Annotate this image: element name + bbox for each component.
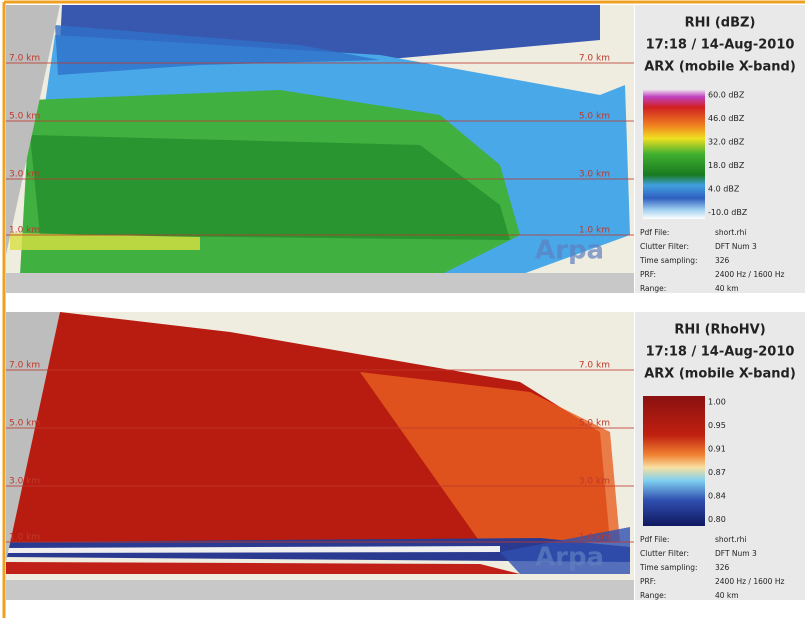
info-label: PRF: [640, 270, 656, 279]
info-value: 40 km [715, 591, 739, 600]
info-label: Time sampling: [639, 563, 698, 572]
info-value: 2400 Hz / 1600 Hz [715, 270, 784, 279]
color-bar [643, 396, 705, 526]
info-label: Range: [640, 284, 666, 293]
height-label-left: 1.0 km [9, 533, 40, 543]
height-label-right: 7.0 km [579, 361, 610, 371]
height-label-left: 5.0 km [9, 419, 40, 429]
height-label-right: 1.0 km [579, 533, 610, 543]
echo-yellow [10, 233, 200, 250]
info-label: Clutter Filter: [640, 549, 689, 558]
info-label: Pdf File: [640, 228, 669, 237]
legend-label: 4.0 dBZ [708, 185, 740, 194]
height-label-left: 1.0 km [9, 226, 40, 236]
panel-title: RHI (dBZ) [685, 16, 756, 31]
info-value: DFT Num 3 [715, 242, 757, 251]
height-label-right: 7.0 km [579, 54, 610, 64]
panel-radar: ARX (mobile X-band) [644, 367, 796, 382]
info-label: Pdf File: [640, 535, 669, 544]
panel-time: 17:18 / 14-Aug-2010 [646, 38, 795, 53]
info-value: 326 [715, 256, 730, 265]
legend-label: 0.91 [708, 445, 726, 454]
legend-label: 60.0 dBZ [708, 91, 745, 100]
info-value: 326 [715, 563, 730, 572]
legend-label: 32.0 dBZ [708, 138, 745, 147]
blind-wedge [6, 312, 60, 562]
info-value: short.rhi [715, 535, 746, 544]
legend-label: 0.87 [708, 468, 726, 477]
height-label-left: 5.0 km [9, 112, 40, 122]
height-label-left: 3.0 km [9, 170, 40, 180]
echo-blue-corner [500, 527, 630, 574]
color-bar [643, 89, 705, 219]
height-label-left: 3.0 km [9, 477, 40, 487]
legend-label: 46.0 dBZ [708, 114, 745, 123]
echo-orange [360, 372, 620, 542]
ground-strip [6, 273, 634, 293]
legend-label: 0.95 [708, 421, 726, 430]
echo-low-red [6, 562, 520, 574]
height-label-right: 3.0 km [579, 477, 610, 487]
info-label: Range: [640, 591, 666, 600]
watermark: Arpa [535, 543, 604, 573]
panel-time: 17:18 / 14-Aug-2010 [646, 345, 795, 360]
height-label-right: 1.0 km [579, 226, 610, 236]
info-value: 40 km [715, 284, 739, 293]
echo-dark-green [30, 135, 510, 240]
echo-white-strip [6, 546, 500, 553]
height-label-left: 7.0 km [9, 361, 40, 371]
panel-radar: ARX (mobile X-band) [644, 60, 796, 75]
height-label-right: 3.0 km [579, 170, 610, 180]
height-label-left: 7.0 km [9, 54, 40, 64]
info-value: DFT Num 3 [715, 549, 757, 558]
ground-strip [6, 580, 634, 600]
info-label: PRF: [640, 577, 656, 586]
info-value: short.rhi [715, 228, 746, 237]
legend-label: 0.80 [708, 515, 726, 524]
info-value: 2400 Hz / 1600 Hz [715, 577, 784, 586]
blind-wedge [6, 5, 60, 255]
legend-label: 0.84 [708, 492, 726, 501]
panel-title: RHI (RhoHV) [674, 323, 765, 338]
height-label-right: 5.0 km [579, 112, 610, 122]
legend-label: -10.0 dBZ [708, 208, 748, 217]
legend-label: 18.0 dBZ [708, 161, 745, 170]
watermark: Arpa [535, 236, 604, 266]
info-label: Clutter Filter: [640, 242, 689, 251]
height-label-right: 5.0 km [579, 419, 610, 429]
info-label: Time sampling: [639, 256, 698, 265]
legend-label: 1.00 [708, 398, 726, 407]
